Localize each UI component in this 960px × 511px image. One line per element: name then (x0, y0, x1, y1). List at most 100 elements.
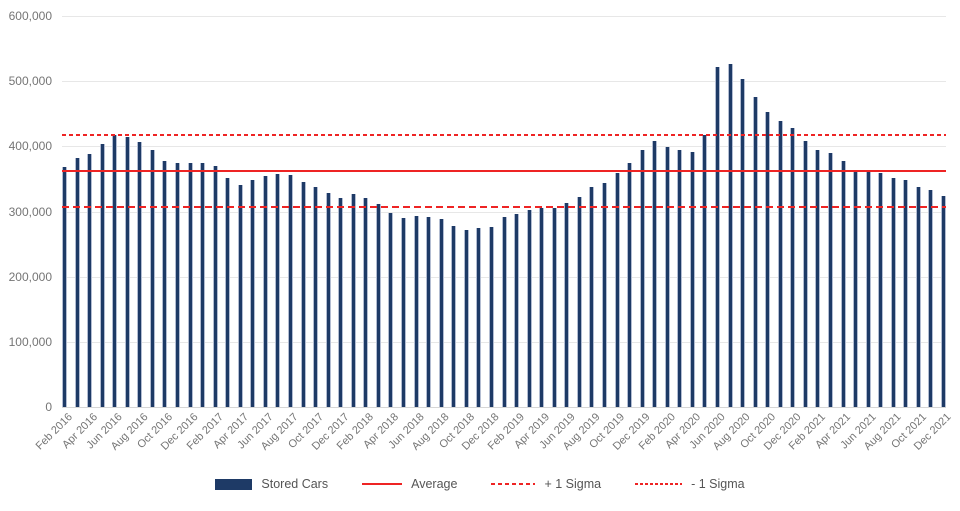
reference-line-average (62, 170, 946, 173)
dashed-line-swatch-icon (491, 483, 536, 485)
bar-mar-2016 (74, 158, 80, 407)
legend-item-average: Average (362, 477, 457, 491)
bar-aug-2020 (740, 78, 746, 407)
gridline (62, 81, 946, 83)
bar-jul-2020 (727, 63, 733, 407)
bar-jan-2019 (501, 217, 507, 407)
y-axis: 0 100,000 200,000 300,000 400,000 500,000 600,… (0, 0, 52, 420)
bar-mar-2017 (225, 178, 231, 407)
bar-dec-2016 (187, 162, 193, 407)
bar-feb-2019 (514, 214, 520, 407)
bar-jun-2018 (413, 216, 419, 407)
bar-apr-2016 (87, 154, 93, 407)
bar-jul-2017 (275, 174, 281, 407)
reference-line-+-1-sigma (62, 133, 946, 136)
legend-item-plus-1-sigma: + 1 Sigma (491, 477, 601, 491)
bar-dec-2021 (941, 195, 946, 407)
bar-jan-2018 (350, 193, 356, 407)
legend-label: - 1 Sigma (691, 477, 745, 491)
bar-nov-2019 (627, 162, 633, 407)
bar-aug-2016 (137, 142, 143, 407)
bar-apr-2020 (689, 151, 695, 407)
bar-oct-2021 (915, 186, 921, 407)
bar-oct-2020 (765, 112, 771, 407)
bar-jan-2017 (200, 163, 206, 407)
bar-mar-2019 (526, 210, 532, 407)
bar-oct-2019 (614, 173, 620, 407)
x-axis: Feb 2016 Apr 2016 Jun 2016 Aug 2016 Oct 2016… (34, 409, 954, 479)
y-axis-tick-label: 0 (45, 400, 52, 414)
y-axis-tick-label: 500,000 (8, 74, 52, 89)
gridline (62, 16, 946, 17)
bar-feb-2018 (363, 198, 369, 407)
bar-apr-2019 (539, 207, 545, 407)
legend-item-minus-1-sigma: - 1 Sigma (635, 477, 745, 491)
gridline (62, 211, 946, 213)
bar-sep-2017 (300, 182, 306, 407)
reference-line---1-sigma (62, 205, 946, 208)
bar-aug-2017 (288, 175, 294, 407)
bar-nov-2018 (476, 228, 482, 407)
bar-may-2021 (853, 169, 859, 407)
bar-may-2016 (99, 144, 105, 407)
bar-apr-2017 (237, 185, 243, 407)
bar-jun-2020 (714, 67, 720, 407)
legend-label: + 1 Sigma (544, 477, 602, 491)
bar-sep-2018 (451, 225, 457, 407)
bar-mar-2021 (827, 152, 833, 407)
bar-jun-2021 (865, 171, 871, 407)
bar-mar-2020 (677, 150, 683, 407)
bar-apr-2018 (388, 213, 394, 407)
bar-may-2017 (250, 180, 256, 407)
bar-sep-2021 (903, 179, 909, 407)
solid-line-swatch-icon (362, 483, 403, 485)
bar-oct-2018 (463, 229, 469, 407)
bar-jun-2016 (112, 134, 118, 407)
bar-aug-2018 (438, 219, 444, 407)
legend-label: Average (411, 477, 458, 491)
bar-dec-2018 (488, 226, 494, 407)
bar-swatch-icon (215, 478, 253, 490)
bar-sep-2020 (752, 96, 758, 407)
bar-jun-2019 (564, 203, 570, 407)
bar-nov-2020 (777, 120, 783, 407)
bar-aug-2021 (890, 177, 896, 407)
bar-dec-2017 (338, 198, 344, 407)
legend-label: Stored Cars (261, 477, 329, 491)
legend-item-stored-cars: Stored Cars (215, 477, 328, 491)
bar-jan-2020 (652, 141, 658, 407)
bar-may-2018 (401, 218, 407, 407)
bar-oct-2016 (162, 160, 168, 407)
bar-dec-2020 (790, 128, 796, 407)
bar-may-2020 (702, 134, 708, 407)
dashed-line-swatch-icon (635, 483, 683, 485)
bar-aug-2019 (589, 187, 595, 407)
bar-jul-2016 (124, 136, 130, 407)
bar-sep-2019 (601, 182, 607, 407)
bar-oct-2017 (313, 186, 319, 407)
bar-dec-2019 (639, 149, 645, 407)
bar-sep-2016 (149, 150, 155, 407)
bar-feb-2017 (212, 165, 218, 407)
bar-feb-2020 (664, 147, 670, 407)
legend: Stored Cars Average + 1 Sigma - 1 Sigma (0, 477, 960, 491)
bar-apr-2021 (840, 160, 846, 407)
bar-nov-2016 (175, 163, 180, 407)
bar-jun-2017 (262, 176, 268, 407)
y-axis-tick-label: 400,000 (8, 139, 52, 154)
gridline (62, 146, 946, 148)
bar-mar-2018 (375, 204, 381, 407)
bar-jul-2018 (426, 217, 432, 407)
bar-feb-2016 (62, 167, 67, 407)
bar-jul-2019 (576, 197, 582, 407)
y-axis-tick-label: 300,000 (8, 204, 52, 219)
bar-nov-2021 (928, 190, 934, 407)
y-axis-tick-label: 200,000 (8, 269, 52, 284)
plot-area (62, 16, 946, 408)
bar-nov-2017 (325, 193, 331, 407)
y-axis-tick-label: 100,000 (8, 334, 52, 349)
bar-may-2019 (551, 208, 557, 407)
y-axis-tick-label: 600,000 (8, 9, 52, 23)
bar-feb-2021 (815, 149, 821, 407)
